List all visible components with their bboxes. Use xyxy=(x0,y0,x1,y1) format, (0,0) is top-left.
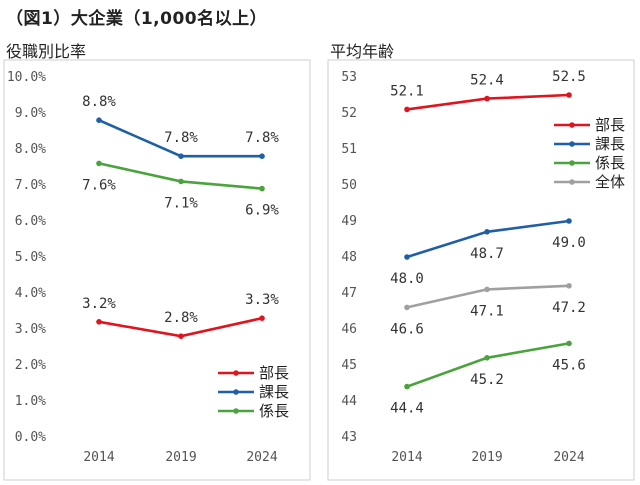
y-tick-label: 9.0% xyxy=(15,106,46,121)
legend-marker xyxy=(233,408,239,414)
y-tick-label: 0.0% xyxy=(15,430,46,445)
y-tick-label: 2.0% xyxy=(15,358,46,373)
data-point xyxy=(404,106,410,113)
data-label: 48.7 xyxy=(470,246,504,262)
data-label: 45.6 xyxy=(552,357,586,373)
data-label: 47.1 xyxy=(470,303,504,319)
y-tick-label: 45 xyxy=(341,358,357,373)
y-tick-label: 4.0% xyxy=(15,286,46,301)
y-tick-label: 51 xyxy=(341,142,357,157)
y-tick-label: 1.0% xyxy=(15,394,46,409)
data-label: 49.0 xyxy=(552,235,586,251)
legend-marker xyxy=(233,370,239,376)
x-tick-label: 2019 xyxy=(471,450,502,465)
legend-marker xyxy=(569,122,575,128)
legend-label: 課長 xyxy=(259,383,289,401)
data-label: 6.9% xyxy=(245,203,279,219)
legend-label: 係長 xyxy=(595,154,625,172)
legend-marker xyxy=(569,160,575,166)
data-label: 8.8% xyxy=(82,94,116,110)
x-tick-label: 2014 xyxy=(391,450,422,465)
data-label: 3.2% xyxy=(82,296,116,312)
age-chart: 43 44 45 46 47 48 49 50 51 52 53 2014 2019 2024 52.1 52… xyxy=(341,69,625,465)
data-point xyxy=(484,229,490,235)
y-tick-label: 46 xyxy=(341,322,357,337)
y-tick-label: 10.0% xyxy=(7,70,46,85)
x-tick-label: 2024 xyxy=(246,450,277,465)
data-point xyxy=(178,178,184,185)
y-tick-label: 5.0% xyxy=(15,250,46,265)
data-label: 47.2 xyxy=(552,300,586,316)
ratio-chart-title: 役職別比率 xyxy=(6,42,87,61)
data-point xyxy=(259,153,265,159)
y-tick-label: 53 xyxy=(341,70,357,85)
data-point xyxy=(484,95,490,102)
data-point xyxy=(404,254,410,260)
y-tick-label: 8.0% xyxy=(15,142,46,157)
y-tick-label: 44 xyxy=(341,394,357,409)
data-label: 44.4 xyxy=(390,401,424,417)
legend-marker xyxy=(233,389,239,395)
data-point xyxy=(404,383,410,390)
data-label: 7.1% xyxy=(164,195,198,211)
series-line xyxy=(98,162,263,190)
legend-label: 全体 xyxy=(595,173,625,191)
y-tick-label: 49 xyxy=(341,214,357,229)
legend-marker xyxy=(569,179,575,185)
y-tick-label: 50 xyxy=(341,178,357,193)
data-point xyxy=(566,340,572,347)
figure-title: （図1）大企業（1,000名以上） xyxy=(6,9,268,29)
data-label: 7.8% xyxy=(164,130,198,146)
x-tick-label: 2019 xyxy=(165,450,196,465)
data-label: 52.5 xyxy=(552,69,586,85)
y-tick-label: 47 xyxy=(341,286,357,301)
data-label: 52.4 xyxy=(470,73,504,89)
data-point xyxy=(259,185,265,192)
data-point xyxy=(96,160,102,167)
legend-label: 部長 xyxy=(595,116,625,134)
data-point xyxy=(566,218,572,224)
legend-label: 課長 xyxy=(595,135,625,153)
data-label: 48.0 xyxy=(390,271,424,287)
y-tick-label: 43 xyxy=(341,430,357,445)
data-point xyxy=(404,304,410,311)
y-tick-label: 3.0% xyxy=(15,322,46,337)
data-label: 2.8% xyxy=(164,310,198,326)
data-point xyxy=(96,319,102,325)
data-point xyxy=(259,315,265,322)
ratio-chart-frame xyxy=(3,59,311,481)
x-tick-label: 2014 xyxy=(83,450,114,465)
legend-marker xyxy=(569,141,575,147)
data-label: 7.8% xyxy=(245,130,279,146)
age-chart-frame xyxy=(327,59,635,481)
y-tick-label: 7.0% xyxy=(15,178,46,193)
data-label: 3.3% xyxy=(245,292,279,308)
data-point xyxy=(178,153,184,159)
data-point xyxy=(566,283,572,289)
ratio-chart: 0.0% 1.0% 2.0% 3.0% 4.0% 5.0% 6.0% 7.0% 8.0% 9.0%… xyxy=(7,70,289,465)
data-point xyxy=(484,355,490,361)
data-point xyxy=(178,333,184,340)
x-tick-label: 2024 xyxy=(553,450,584,465)
y-tick-label: 48 xyxy=(341,250,357,265)
data-label: 7.6% xyxy=(82,177,116,193)
data-label: 45.2 xyxy=(470,372,504,388)
legend-label: 部長 xyxy=(259,364,289,382)
data-label: 46.6 xyxy=(390,321,424,337)
y-tick-label: 6.0% xyxy=(15,214,46,229)
data-label: 52.1 xyxy=(390,83,424,99)
data-point xyxy=(566,92,572,98)
age-chart-title: 平均年齢 xyxy=(330,42,395,61)
data-point xyxy=(484,286,490,293)
y-tick-label: 52 xyxy=(341,106,357,121)
legend-label: 係長 xyxy=(259,402,289,420)
data-point xyxy=(96,117,102,123)
